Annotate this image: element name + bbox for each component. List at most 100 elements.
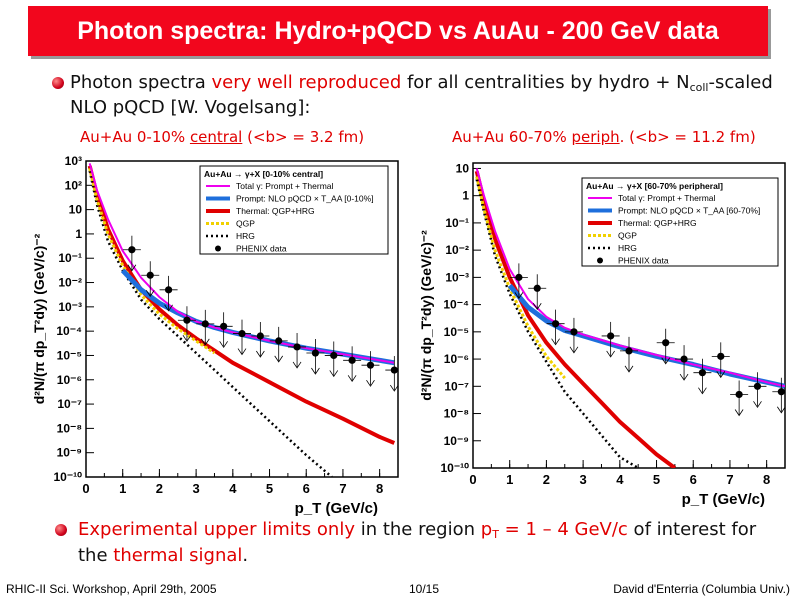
- legend-entry: PHENIX data: [236, 244, 287, 254]
- x-tick-label: 5: [653, 472, 660, 487]
- y-tick-label: 10⁻³: [58, 300, 82, 314]
- bullet2-line2-a: the: [78, 545, 114, 566]
- series-line-total-: [88, 163, 395, 364]
- y-tick-label: 10³: [65, 154, 82, 168]
- data-point: [735, 390, 743, 399]
- slide-title: Photon spectra: Hydro+pQCD vs AuAu - 200…: [28, 6, 768, 56]
- data-point: [570, 328, 578, 336]
- y-tick-label: 10⁻⁸: [444, 407, 469, 421]
- y-tick-label: 10⁻³: [445, 270, 469, 284]
- upper-limit-arrow: [237, 348, 247, 356]
- legend-entry: Total γ: Prompt + Thermal: [236, 181, 334, 191]
- upper-limit-arrow: [734, 409, 744, 417]
- bullet2-line2-b: thermal signal: [113, 545, 243, 566]
- legend-marker: [215, 245, 221, 252]
- upper-limit-arrow: [389, 384, 398, 392]
- legend-entry: QGP: [618, 231, 637, 241]
- upper-limit-arrow: [219, 341, 228, 349]
- legend-entry: Prompt: NLO pQCD × T_AA [60-70%]: [618, 206, 760, 216]
- caption-left-a: Au+Au 0-10%: [80, 128, 190, 146]
- y-axis-label: d²N/(π dp_T²dy) (GeV/c)⁻²: [418, 230, 434, 401]
- upper-limit-arrow: [311, 367, 320, 375]
- data-point: [515, 273, 523, 281]
- legend-header: Au+Au → γ+X [0-10% central]: [204, 169, 323, 179]
- data-point: [201, 320, 209, 328]
- caption-left-c: (<b> = 3.2 fm): [242, 128, 365, 146]
- x-tick-label: 2: [543, 472, 550, 487]
- upper-limit-arrow: [274, 355, 284, 363]
- y-tick-label: 10⁻⁵: [444, 325, 469, 339]
- data-point: [662, 339, 670, 347]
- data-point: [330, 351, 338, 360]
- y-tick-label: 10⁻⁷: [444, 379, 469, 393]
- x-tick-label: 1: [506, 472, 513, 487]
- caption-right: Au+Au 60-70% periph. (<b> = 11.2 fm): [452, 128, 756, 146]
- bullet-icon: [52, 77, 64, 89]
- y-tick-label: 10⁻¹: [445, 216, 469, 230]
- series-line-thermal: [474, 170, 677, 468]
- x-tick-label: 7: [726, 472, 733, 487]
- chart-peripheral: 10⁻¹⁰ 10⁻⁹ 10⁻⁸ 10⁻⁷ 10⁻⁶ 10⁻⁵ 10⁻⁴ 10⁻³ 10⁻² 10⁻…: [418, 161, 786, 508]
- upper-limit-arrow: [776, 406, 785, 414]
- legend-header: Au+Au → γ+X [60-70% peripheral]: [586, 181, 723, 191]
- y-tick-label: 10⁻⁹: [444, 434, 469, 448]
- caption-left: Au+Au 0-10% central (<b> = 3.2 fm): [80, 128, 364, 146]
- y-tick-label: 10⁻⁸: [57, 421, 82, 435]
- bullet2-range: = 1 – 4 GeV/c: [498, 519, 628, 540]
- y-tick-label: 10⁻¹: [58, 251, 82, 265]
- data-point: [698, 369, 707, 377]
- data-point: [680, 355, 688, 363]
- x-tick-label: 0: [82, 481, 89, 496]
- data-point: [625, 347, 633, 355]
- data-point: [390, 366, 398, 374]
- legend-box: [581, 177, 779, 267]
- bullet2-pt: p: [480, 519, 493, 540]
- y-tick-label: 10⁻¹⁰: [54, 470, 83, 484]
- upper-limit-arrow: [679, 373, 689, 381]
- upper-limit-arrow: [551, 338, 560, 346]
- data-point: [220, 322, 228, 330]
- x-tick-label: 0: [469, 472, 476, 487]
- caption-right-a: Au+Au 60-70%: [452, 128, 572, 146]
- footer-page-number: 10/15: [409, 582, 440, 596]
- data-point: [238, 329, 246, 338]
- x-tick-label: 8: [763, 472, 770, 487]
- data-point: [128, 246, 136, 254]
- series-line-hrg: [88, 170, 333, 477]
- x-axis-label: p_T (GeV/c): [295, 500, 378, 517]
- y-tick-label: 10⁻⁴: [56, 324, 82, 338]
- upper-limit-arrow: [292, 361, 302, 369]
- bullet1-text-c: -scaled: [708, 72, 773, 93]
- bullet1-text-b: for all centralities by hydro + N: [401, 72, 690, 93]
- data-point: [164, 286, 173, 294]
- data-point: [348, 356, 356, 364]
- y-tick-label: 10⁻²: [445, 243, 469, 257]
- y-tick-label: 1: [462, 189, 469, 203]
- y-tick-label: 10⁻⁵: [57, 348, 82, 362]
- y-tick-label: 10⁻⁶: [444, 352, 469, 366]
- data-point: [256, 332, 264, 340]
- legend-entry: PHENIX data: [618, 256, 669, 266]
- x-tick-label: 7: [339, 481, 346, 496]
- upper-limit-arrow: [329, 370, 339, 378]
- legend-entry: Total γ: Prompt + Thermal: [618, 193, 716, 203]
- legend-entry: Thermal: QGP+HRG: [618, 218, 697, 228]
- upper-limit-arrow: [753, 401, 762, 409]
- data-point: [311, 349, 320, 357]
- legend-entry: Prompt: NLO pQCD × T_AA [0-10%]: [236, 194, 374, 204]
- y-tick-label: 10⁻⁴: [443, 298, 469, 312]
- caption-left-b: central: [189, 128, 243, 146]
- bullet1-highlight: very well reproduced: [211, 72, 402, 93]
- upper-limit-arrow: [532, 303, 542, 310]
- y-tick-label: 10⁻⁷: [57, 397, 82, 411]
- upper-limit-arrow: [164, 304, 173, 312]
- x-tick-label: 3: [193, 481, 200, 496]
- data-point: [533, 284, 541, 292]
- y-tick-label: 10⁻²: [58, 276, 82, 290]
- upper-limit-arrow: [698, 387, 707, 395]
- data-point: [607, 332, 615, 340]
- x-tick-label: 4: [616, 472, 624, 487]
- bullet2-pt-sub: T: [492, 528, 499, 541]
- legend-entry: HRG: [618, 243, 637, 253]
- y-tick-label: 10: [456, 161, 470, 175]
